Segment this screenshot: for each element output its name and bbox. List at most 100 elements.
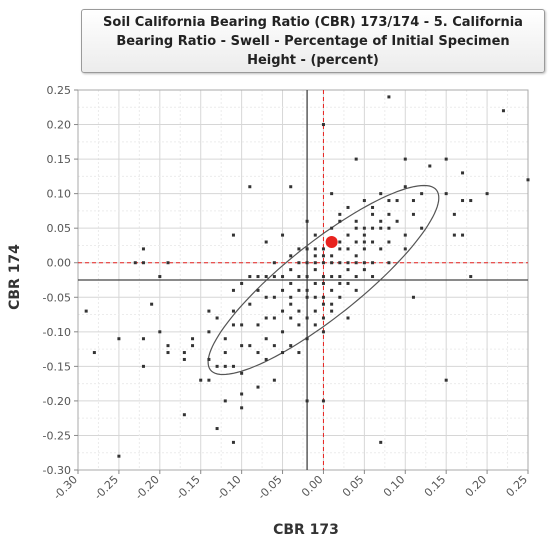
y-tick-label: -0.15 — [43, 360, 71, 373]
data-point — [330, 309, 334, 313]
data-point — [289, 185, 293, 189]
data-point — [240, 344, 244, 348]
y-axis-title: CBR 174 — [7, 244, 23, 310]
data-point — [338, 240, 342, 244]
data-point — [321, 261, 325, 265]
data-point — [387, 199, 391, 203]
data-point — [297, 288, 301, 292]
data-point — [444, 378, 448, 382]
chart-title-box: Soil California Bearing Ratio (CBR) 173/… — [81, 9, 545, 73]
data-point — [264, 275, 268, 279]
x-tick-label: 0.00 — [299, 473, 326, 500]
data-point — [305, 399, 309, 403]
data-point — [403, 247, 407, 251]
data-point — [223, 399, 227, 403]
data-point — [362, 199, 366, 203]
y-tick-label: -0.05 — [43, 291, 71, 304]
data-point — [461, 233, 465, 237]
data-point — [297, 351, 301, 355]
data-point — [289, 295, 293, 299]
data-point — [297, 323, 301, 327]
data-points — [84, 95, 530, 458]
data-point — [305, 295, 309, 299]
data-point — [264, 240, 268, 244]
data-point — [501, 109, 505, 113]
data-point — [452, 233, 456, 237]
data-point — [362, 261, 366, 265]
data-point — [444, 157, 448, 161]
data-point — [240, 371, 244, 375]
data-point — [420, 226, 424, 230]
data-point — [256, 385, 260, 389]
data-point — [191, 337, 195, 341]
data-point — [150, 302, 154, 306]
data-point — [354, 157, 358, 161]
data-point — [428, 164, 432, 168]
confidence-ellipse — [207, 184, 440, 376]
x-tick-label: -0.10 — [214, 473, 243, 502]
data-point — [256, 323, 260, 327]
chart-title: Soil California Bearing Ratio (CBR) 173/… — [103, 14, 523, 68]
data-point — [289, 254, 293, 258]
data-point — [354, 219, 358, 223]
x-tick-label: 0.20 — [463, 473, 490, 500]
data-point — [330, 192, 334, 196]
data-point — [330, 226, 334, 230]
data-point — [92, 351, 96, 355]
data-point — [354, 226, 358, 230]
data-point — [289, 281, 293, 285]
data-point — [240, 323, 244, 327]
data-point — [141, 337, 145, 341]
x-tick-label: -0.20 — [133, 473, 162, 502]
data-point — [362, 240, 366, 244]
data-point — [321, 123, 325, 127]
x-tick-label: 0.10 — [381, 473, 408, 500]
data-point — [403, 157, 407, 161]
x-tick-label: 0.15 — [422, 473, 449, 500]
data-point — [166, 261, 170, 265]
data-point — [371, 275, 375, 279]
data-point — [346, 233, 350, 237]
data-point — [354, 275, 358, 279]
data-point — [117, 454, 121, 458]
data-point — [346, 205, 350, 209]
data-point — [321, 316, 325, 320]
data-point — [387, 95, 391, 99]
data-point — [330, 275, 334, 279]
y-tick-label: -0.10 — [43, 326, 71, 339]
data-point — [248, 302, 252, 306]
data-point — [354, 288, 358, 292]
data-point — [231, 440, 235, 444]
data-point — [264, 337, 268, 341]
data-point — [346, 261, 350, 265]
data-point — [272, 344, 276, 348]
y-tick-label: 0.15 — [47, 153, 72, 166]
data-point — [281, 309, 285, 313]
x-tick-label: -0.25 — [92, 473, 121, 502]
data-point — [338, 212, 342, 216]
y-tick-label: -0.20 — [43, 395, 71, 408]
data-point — [305, 275, 309, 279]
data-point — [182, 357, 186, 361]
data-point — [411, 212, 415, 216]
data-point — [207, 357, 211, 361]
data-point — [182, 413, 186, 417]
x-tick-label: 0.05 — [340, 473, 367, 500]
data-point — [281, 275, 285, 279]
data-point — [379, 247, 383, 251]
data-point — [207, 309, 211, 313]
data-point — [141, 364, 145, 368]
data-point — [313, 295, 317, 299]
data-point — [313, 233, 317, 237]
data-point — [313, 323, 317, 327]
data-point — [338, 261, 342, 265]
data-point — [362, 233, 366, 237]
data-point — [469, 275, 473, 279]
data-point — [469, 199, 473, 203]
data-point — [297, 247, 301, 251]
data-point — [289, 302, 293, 306]
data-point — [264, 295, 268, 299]
y-tick-label: 0.00 — [47, 257, 72, 270]
data-point — [362, 247, 366, 251]
data-point — [166, 344, 170, 348]
